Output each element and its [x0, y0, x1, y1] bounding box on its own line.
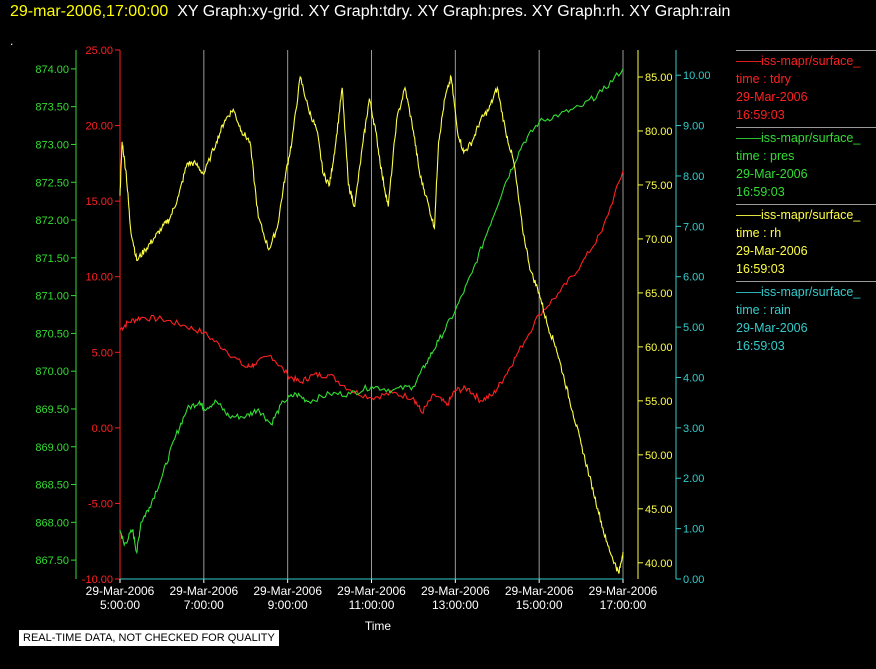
rh-tick-label: 45.00	[645, 504, 673, 516]
pres-tick-label: 871.50	[35, 253, 69, 265]
rh-tick-label: 55.00	[645, 396, 673, 408]
x-axis-label: Time	[365, 619, 392, 633]
legend-field: time : pres	[736, 149, 795, 163]
x-tick-label: 29-Mar-2006	[505, 584, 574, 598]
rh-tick-label: 50.00	[645, 450, 673, 462]
legend-entry: ——iss-mapr/surface_time : tdry 29-Mar-200…	[736, 50, 876, 124]
rh-tick-label: 70.00	[645, 234, 673, 246]
rh-tick-label: 80.00	[645, 126, 673, 138]
legend-field: time : tdry	[736, 72, 791, 86]
rain-tick-label: 0.00	[683, 574, 704, 586]
rain-tick-label: 1.00	[683, 524, 704, 536]
x-tick-label: 7:00:00	[184, 598, 224, 612]
pres-tick-label: 870.00	[35, 366, 69, 378]
legend-series-name: ——iss-mapr/surface_	[736, 208, 861, 222]
title-graph-list: XY Graph:xy-grid. XY Graph:tdry. XY Grap…	[177, 3, 731, 20]
legend-series-name: ——iss-mapr/surface_	[736, 131, 861, 145]
rain-tick-label: 4.00	[683, 372, 704, 384]
rain-tick-label: 8.00	[683, 171, 704, 183]
x-tick-label: 29-Mar-2006	[253, 584, 322, 598]
x-tick-label: 29-Mar-2006	[337, 584, 406, 598]
x-tick-label: 29-Mar-2006	[421, 584, 490, 598]
pres-tick-label: 874.00	[35, 64, 69, 76]
legend-entry: ——iss-mapr/surface_time : rain 29-Mar-200…	[736, 281, 876, 355]
tdry-tick-label: -10.00	[82, 574, 113, 586]
graph-title: 29-mar-2006,17:00:00 XY Graph:xy-grid. X…	[10, 3, 730, 21]
legend-field: time : rain	[736, 303, 791, 317]
legend-series-name: ——iss-mapr/surface_	[736, 54, 861, 68]
tdry-tick-label: -5.00	[88, 498, 113, 510]
pres-tick-label: 873.50	[35, 102, 69, 114]
quality-notice: REAL-TIME DATA, NOT CHECKED FOR QUALITY	[19, 630, 279, 646]
x-tick-label: 15:00:00	[516, 598, 563, 612]
legend-time: 16:59:03	[736, 108, 785, 122]
x-tick-label: 9:00:00	[268, 598, 308, 612]
pres-tick-label: 870.50	[35, 328, 69, 340]
legend-date: 29-Mar-2006	[736, 321, 808, 335]
rain-tick-label: 2.00	[683, 473, 704, 485]
legend-entry: ——iss-mapr/surface_time : rh 29-Mar-2006 1…	[736, 204, 876, 278]
pres-tick-label: 868.00	[35, 517, 69, 529]
x-tick-label: 29-Mar-2006	[86, 584, 155, 598]
legend: ——iss-mapr/surface_ time : tdry 29-Mar-200…	[736, 50, 876, 358]
series-line-rh	[119, 74, 624, 574]
tdry-tick-label: 0.00	[92, 423, 113, 435]
rain-tick-label: 9.00	[683, 121, 704, 133]
pres-tick-label: 867.50	[35, 555, 69, 567]
x-tick-label: 13:00:00	[432, 598, 479, 612]
legend-entry: ——iss-mapr/surface_time : pres 29-Mar-200…	[736, 127, 876, 201]
pres-tick-label: 871.00	[35, 291, 69, 303]
rain-tick-label: 5.00	[683, 322, 704, 334]
rh-tick-label: 40.00	[645, 558, 673, 570]
pres-tick-label: 869.00	[35, 442, 69, 454]
pres-tick-label: 872.50	[35, 177, 69, 189]
x-tick-label: 5:00:00	[100, 598, 140, 612]
title-timestamp: 29-mar-2006,17:00:00	[10, 3, 169, 20]
x-tick-label: 11:00:00	[349, 598, 395, 612]
legend-series-name: ——iss-mapr/surface_	[736, 285, 861, 299]
tdry-tick-label: 20.00	[85, 121, 113, 133]
tdry-tick-label: 15.00	[85, 196, 113, 208]
legend-time: 16:59:03	[736, 185, 785, 199]
pres-tick-label: 868.50	[35, 480, 69, 492]
rh-tick-label: 65.00	[645, 288, 673, 300]
legend-field: time : rh	[736, 226, 782, 240]
x-tick-label: 29-Mar-2006	[169, 584, 238, 598]
tdry-tick-label: 10.00	[85, 272, 113, 284]
rain-tick-label: 10.00	[683, 70, 711, 82]
rh-tick-label: 75.00	[645, 180, 673, 192]
x-tick-label: 17:00:00	[600, 598, 647, 612]
rh-tick-label: 85.00	[645, 72, 673, 84]
legend-date: 29-Mar-2006	[736, 90, 808, 104]
legend-time: 16:59:03	[736, 262, 785, 276]
tdry-tick-label: 5.00	[92, 347, 113, 359]
legend-time: 16:59:03	[736, 339, 785, 353]
rain-tick-label: 7.00	[683, 221, 704, 233]
status-dot: .	[10, 34, 14, 48]
series-line-pres	[119, 68, 624, 555]
pres-tick-label: 873.00	[35, 139, 69, 151]
series-line-tdry	[119, 170, 624, 415]
legend-date: 29-Mar-2006	[736, 244, 808, 258]
pres-tick-label: 869.50	[35, 404, 69, 416]
rain-tick-label: 3.00	[683, 423, 704, 435]
tdry-tick-label: 25.00	[85, 45, 113, 57]
legend-date: 29-Mar-2006	[736, 167, 808, 181]
x-tick-label: 29-Mar-2006	[589, 584, 658, 598]
rain-tick-label: 6.00	[683, 272, 704, 284]
rh-tick-label: 60.00	[645, 342, 673, 354]
pres-tick-label: 872.00	[35, 215, 69, 227]
